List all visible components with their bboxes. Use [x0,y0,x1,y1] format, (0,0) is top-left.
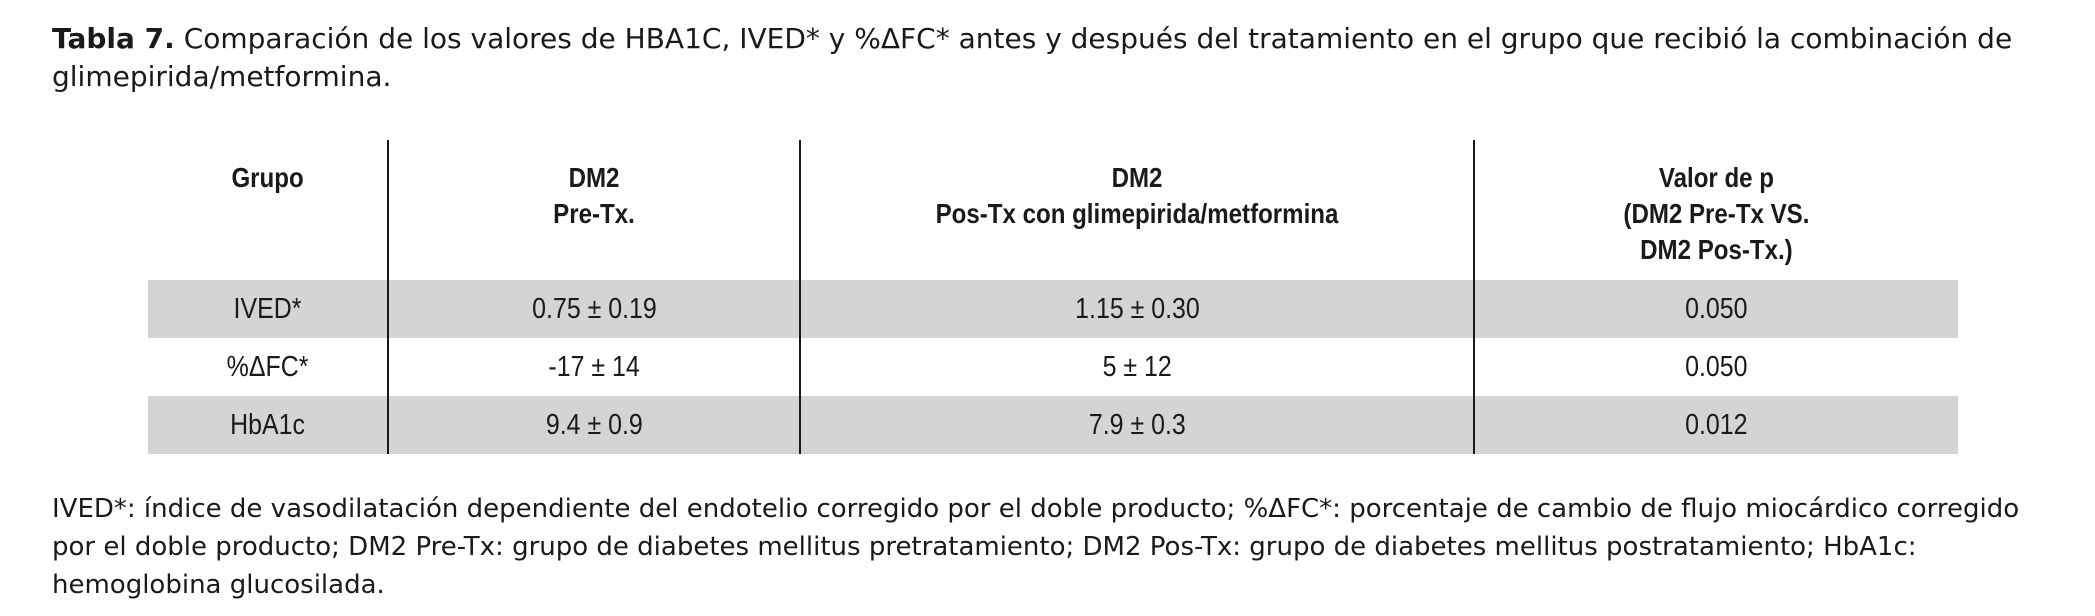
table-row: %ΔFC* -17 ± 14 5 ± 12 0.050 [148,338,1958,396]
table-cell: %ΔFC* [148,338,388,396]
table-cell: HbA1c [148,396,388,454]
header-line: Pre-Tx. [553,198,635,229]
cell-text: 0.75 ± 0.19 [531,292,657,325]
cell-text: 0.050 [1685,292,1748,325]
table-cell: 1.15 ± 0.30 [799,280,1474,338]
cell-text: HbA1c [230,408,305,441]
cell-text: %ΔFC* [226,350,309,383]
header-line: DM2 [1111,162,1163,193]
table-header-row: Grupo DM2 Pre-Tx. DM2 Pos-Tx con glimepi… [148,140,1958,280]
table-cell: 7.9 ± 0.3 [799,396,1474,454]
header-line: Valor de p [1658,162,1774,193]
cell-text: -17 ± 14 [548,350,640,383]
header-line: DM2 Pos-Tx.) [1640,234,1793,265]
cell-text: 9.4 ± 0.9 [545,408,643,441]
table-cell: 9.4 ± 0.9 [387,396,800,454]
header-dm2-pos: DM2 Pos-Tx con glimepirida/metformina [846,140,1427,280]
cell-text: 1.15 ± 0.30 [1074,292,1200,325]
table-cell: 0.012 [1473,396,1958,454]
caption-text: Comparación de los valores de HBA1C, IVE… [52,22,2013,93]
cell-text: 5 ± 12 [1102,350,1172,383]
header-line: Grupo [231,162,304,193]
cell-text: 0.050 [1685,350,1748,383]
header-grupo: Grupo [165,140,371,280]
caption-label: Tabla 7. [52,22,175,55]
data-table: Grupo DM2 Pre-Tx. DM2 Pos-Tx con glimepi… [148,140,1958,454]
table-footnote: IVED*: índice de vasodilatación dependie… [52,494,2020,600]
table-cell: -17 ± 14 [387,338,800,396]
header-line: DM2 [568,162,620,193]
cell-text: 0.012 [1685,408,1748,441]
table-cell: 5 ± 12 [799,338,1474,396]
table-row: IVED* 0.75 ± 0.19 1.15 ± 0.30 0.050 [148,280,1958,338]
header-valor-p: Valor de p (DM2 Pre-Tx VS. DM2 Pos-Tx.) [1507,140,1925,280]
table-caption: Tabla 7. Comparación de los valores de H… [52,20,2062,96]
table-cell: IVED* [148,280,388,338]
table-cell: 0.050 [1473,280,1958,338]
header-line: (DM2 Pre-Tx VS. [1623,198,1810,229]
header-dm2-pre: DM2 Pre-Tx. [415,140,772,280]
header-line: Pos-Tx con glimepirida/metformina [935,198,1339,229]
table-cell: 0.75 ± 0.19 [387,280,800,338]
cell-text: 7.9 ± 0.3 [1088,408,1186,441]
cell-text: IVED* [233,292,302,325]
data-table-container: Grupo DM2 Pre-Tx. DM2 Pos-Tx con glimepi… [148,140,1958,454]
table-row: HbA1c 9.4 ± 0.9 7.9 ± 0.3 0.012 [148,396,1958,454]
table-cell: 0.050 [1473,338,1958,396]
